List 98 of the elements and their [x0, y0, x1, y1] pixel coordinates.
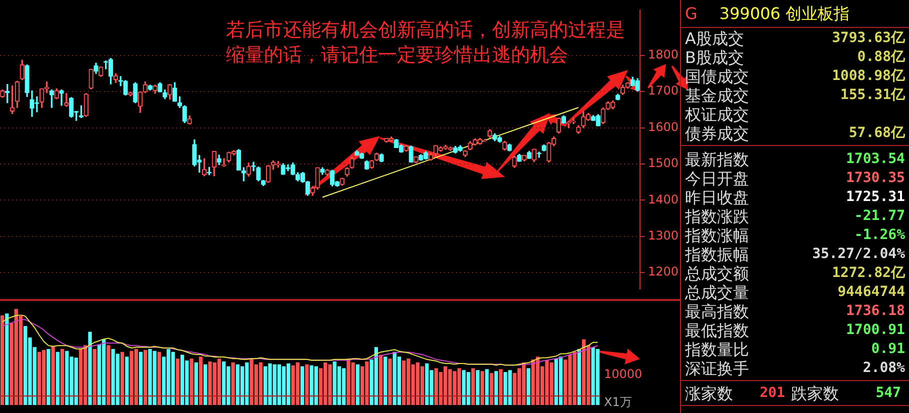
category-label: 最低指数	[685, 321, 749, 340]
category-label: 权证成交	[685, 105, 749, 124]
category-label: 跌家数	[791, 384, 839, 403]
text: 547	[876, 385, 901, 401]
bar	[190, 358, 194, 405]
bar	[51, 346, 55, 405]
bar	[577, 348, 582, 405]
bar	[0, 315, 4, 405]
bar	[384, 356, 388, 405]
y-tick-label: 1800	[648, 48, 679, 62]
y-tick-label: 1300	[648, 228, 679, 242]
bar	[46, 348, 50, 405]
bar	[277, 364, 282, 405]
bar	[378, 354, 383, 405]
category-label: A股成交	[685, 29, 744, 48]
candlestick	[64, 93, 69, 107]
text: 1700.91	[846, 322, 905, 338]
bar	[457, 368, 462, 405]
annotation: 若后市还能有机会创新高的话，创新高的过程是缩量的话，请记住一定要珍惜出逃的机会	[226, 18, 626, 68]
bar	[120, 352, 124, 405]
candlestick	[536, 152, 542, 158]
bar	[194, 362, 198, 405]
text: 0.88亿	[857, 49, 905, 65]
category-label: 指数量比	[685, 340, 749, 359]
y-tick-label: 1500	[648, 156, 679, 170]
text: 1703.54	[846, 151, 905, 167]
bar	[138, 352, 143, 405]
text: 155.31亿	[840, 87, 905, 103]
bar	[471, 368, 475, 405]
bar	[204, 364, 208, 405]
category-label: 指数涨跌	[685, 207, 749, 226]
category-label: 基金成交	[685, 86, 749, 105]
text: 94464744	[838, 284, 905, 300]
text: 1725.31	[846, 189, 905, 205]
y-tick-label: 1700	[648, 84, 679, 98]
bar	[56, 352, 60, 405]
category-label: 今日开盘	[685, 169, 749, 188]
category-label: 最新指数	[685, 150, 749, 169]
category-label: 指数涨幅	[685, 226, 749, 245]
bar	[305, 364, 309, 405]
bar	[420, 366, 424, 405]
bar	[494, 371, 498, 405]
bar	[476, 370, 480, 405]
bar	[5, 313, 9, 405]
bar	[60, 348, 64, 405]
text: 399006 创业板指	[719, 4, 850, 23]
bar	[106, 345, 110, 405]
category-label: 债券成交	[685, 124, 749, 143]
category-label: 涨家数	[685, 384, 733, 403]
bar	[78, 348, 83, 405]
bar	[388, 358, 392, 405]
bar	[157, 352, 162, 405]
category-label: 昨日收盘	[685, 188, 749, 207]
bar	[498, 369, 503, 405]
bar	[176, 358, 180, 405]
candlestick	[59, 89, 64, 106]
category-label: 深证换手	[685, 359, 749, 378]
y-tick-label: 1400	[648, 192, 679, 206]
text: 1736.18	[846, 303, 905, 319]
bar	[356, 364, 360, 405]
category-label: 总成交额	[685, 264, 749, 283]
text: 1730.35	[846, 170, 905, 186]
category-label: B股成交	[685, 48, 744, 67]
text: -21.77	[854, 208, 905, 224]
bar	[526, 368, 530, 405]
category-label: 指数振幅	[685, 245, 749, 264]
text: 57.68亿	[848, 125, 905, 141]
text: 0.91	[871, 341, 905, 357]
text: 1008.98亿	[832, 68, 905, 84]
text: 2.08%	[862, 360, 905, 376]
text: 35.27/2.04%	[812, 246, 905, 262]
bar	[125, 356, 129, 405]
text: 1272.82亿	[832, 265, 905, 281]
bar	[236, 364, 240, 405]
bar	[258, 362, 263, 405]
bar	[485, 369, 489, 405]
bar	[92, 348, 96, 405]
bar	[490, 372, 494, 405]
text: -1.26%	[854, 227, 905, 243]
text: 3793.63亿	[832, 30, 905, 46]
bar	[558, 356, 563, 405]
bar	[480, 371, 484, 405]
text: 10000	[604, 367, 642, 382]
text: 201	[760, 385, 785, 401]
bar	[37, 352, 42, 405]
bar	[217, 358, 222, 405]
bar	[231, 362, 235, 405]
bar	[88, 332, 92, 405]
bar	[144, 350, 148, 405]
y-tick-label: 1600	[648, 120, 679, 134]
bar	[198, 356, 203, 405]
category-label: 总成交量	[685, 283, 749, 302]
y-tick-label: 1200	[648, 264, 679, 279]
text: G	[685, 4, 698, 23]
bar	[300, 366, 304, 405]
category-label: 最高指数	[685, 302, 749, 321]
category-label: 国债成交	[685, 67, 749, 86]
text: X1万	[604, 395, 632, 410]
